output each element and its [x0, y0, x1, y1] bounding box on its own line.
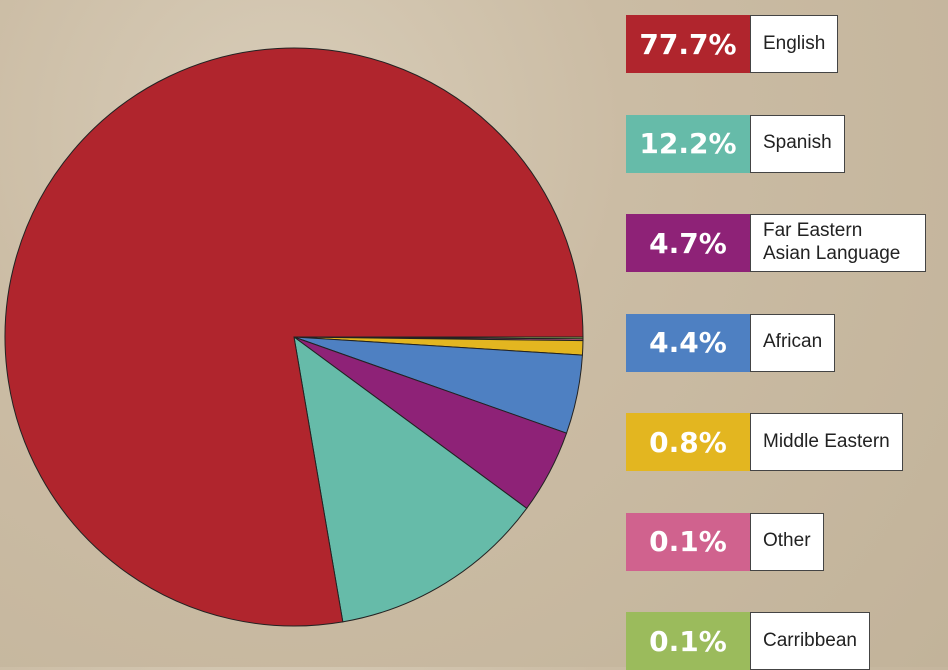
- legend-item: 12.2% Spanish: [626, 114, 845, 173]
- legend-item: 0.1% Carribbean: [626, 612, 870, 670]
- legend-item: 77.7% English: [626, 15, 839, 73]
- legend-label: Other: [750, 512, 824, 571]
- legend-label: English: [750, 15, 839, 73]
- legend-item: 0.1% Other: [626, 512, 824, 571]
- legend-item: 4.4% African: [626, 313, 836, 372]
- legend-label: Carribbean: [750, 612, 870, 670]
- legend-item: 0.8% Middle Eastern: [626, 413, 903, 471]
- legend-item: 4.7% Far Eastern Asian Language: [626, 214, 926, 272]
- legend-value: 77.7%: [626, 15, 750, 73]
- legend-value: 4.4%: [626, 313, 750, 372]
- legend-label: Far Eastern Asian Language: [750, 214, 926, 272]
- legend-value: 12.2%: [626, 114, 750, 173]
- pie-slice: [293, 335, 528, 623]
- legend-value: 0.1%: [626, 512, 750, 571]
- legend-value: 4.7%: [626, 214, 750, 272]
- pie-slice: [4, 47, 584, 627]
- legend-value: 0.1%: [626, 612, 750, 670]
- legend-label: Middle Eastern: [750, 413, 903, 471]
- legend-label: Spanish: [750, 114, 845, 173]
- pie-chart: [4, 47, 584, 627]
- legend-label: African: [750, 313, 836, 372]
- legend-value: 0.8%: [626, 413, 750, 471]
